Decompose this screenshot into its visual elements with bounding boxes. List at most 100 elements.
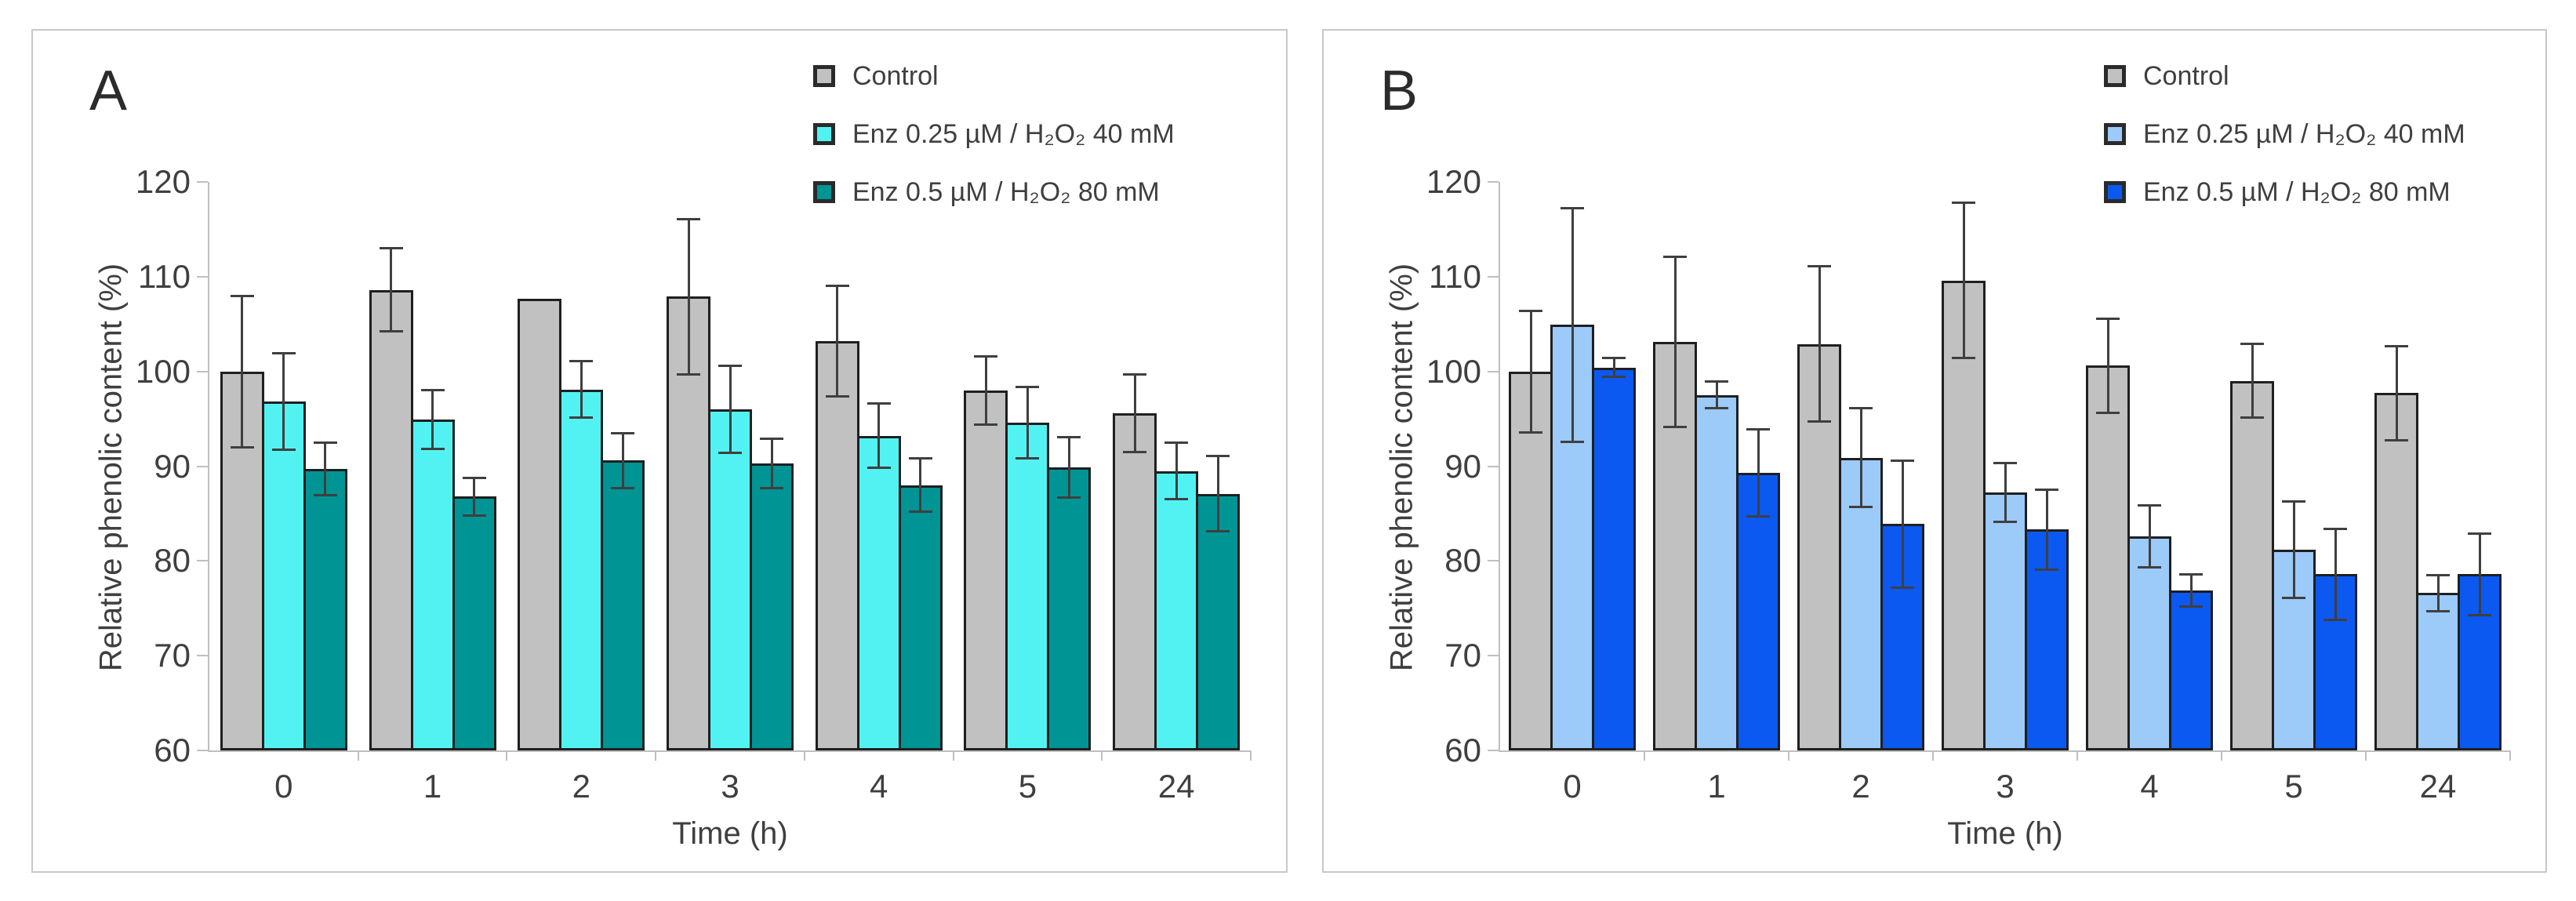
x-tickmark: [1644, 750, 1645, 761]
legend-color-swatch: [2104, 65, 2126, 87]
x-tick-label: 24: [2419, 768, 2457, 805]
error-bar: [2106, 318, 2109, 413]
error-bar-cap: [420, 448, 445, 451]
error-bar-cap: [1705, 380, 1728, 383]
error-bar-cap: [1891, 459, 1914, 462]
x-tickmark: [2365, 750, 2367, 761]
x-tick-label: 2: [572, 768, 590, 805]
y-tickmark: [1488, 370, 1499, 372]
legend-label: Enz 0.5 µM / H₂O₂ 80 mM: [2143, 176, 2451, 207]
panel-b: B Relative phenolic content (%) Control E…: [1322, 29, 2547, 873]
panel-a-plot-area: Time (h) 60 70 80 90 100 110 120 0 1 2 3 4 5 24: [136, 165, 1252, 851]
error-bar-cap: [1206, 530, 1230, 533]
x-tickmark: [2509, 750, 2511, 761]
x-tick-label: 24: [1157, 768, 1195, 805]
error-bar: [473, 478, 476, 516]
error-bar-cap: [2240, 416, 2264, 420]
error-bar-cap: [271, 449, 296, 452]
error-bar-cap: [718, 364, 742, 367]
error-bar: [1133, 374, 1136, 452]
error-bar: [728, 365, 732, 453]
legend-item: Control: [813, 59, 1175, 93]
bar: [601, 460, 645, 750]
x-tick-label: 0: [274, 768, 293, 805]
y-tickmark: [197, 181, 208, 183]
panel-a-letter: A: [89, 60, 128, 122]
x-tickmark: [1101, 750, 1103, 761]
x-axis-line: [208, 750, 1251, 752]
panel-b-letter: B: [1380, 60, 1419, 122]
legend-label: Enz 0.25 µM / H₂O₂ 40 mM: [2143, 118, 2465, 149]
bar: [2127, 536, 2171, 750]
error-bar-cap: [2426, 573, 2450, 576]
bar: [750, 463, 794, 750]
y-tick-label: 80: [1444, 542, 1481, 579]
x-tickmark: [1250, 750, 1252, 761]
error-bar-cap: [677, 217, 700, 220]
y-tick-label: 70: [154, 637, 191, 674]
error-bar-cap: [1519, 309, 1542, 312]
error-bar-cap: [313, 494, 337, 497]
error-bar: [2045, 489, 2048, 570]
error-bar-cap: [2096, 317, 2120, 320]
error-bar-cap: [420, 389, 445, 392]
error-bar-cap: [1602, 357, 1626, 360]
panel-a: A Relative phenolic content (%) Control E…: [31, 29, 1288, 873]
panel-a-legend: Control Enz 0.25 µM / H₂O₂ 40 mM Enz 0.5 µ…: [813, 59, 1175, 233]
error-bar: [1859, 408, 1862, 507]
legend-color-swatch: [2104, 181, 2126, 203]
legend-label: Control: [2143, 60, 2229, 91]
error-bar: [1571, 208, 1574, 442]
y-tickmark: [1488, 750, 1499, 751]
bar: [369, 289, 413, 750]
y-tickmark: [1488, 655, 1499, 657]
error-bar: [1216, 456, 1219, 532]
bar: [518, 298, 562, 750]
error-bar-cap: [611, 431, 635, 434]
bar: [2230, 380, 2274, 750]
error-bar-cap: [313, 441, 337, 444]
error-bar-cap: [2323, 527, 2347, 530]
x-tickmark: [1788, 750, 1789, 761]
error-bar-cap: [1993, 521, 2017, 524]
x-tick-label: 3: [721, 768, 739, 805]
error-bar-cap: [1849, 505, 1873, 508]
bar: [1592, 367, 1636, 750]
error-bar-cap: [1016, 457, 1040, 460]
panel-a-x-axis-title: Time (h): [672, 816, 788, 851]
error-bar-cap: [867, 402, 891, 405]
error-bar-cap: [2426, 609, 2450, 612]
y-tickmark: [1488, 181, 1499, 183]
panel-b-y-axis-title: Relative phenolic content (%): [1384, 263, 1419, 672]
bar: [2169, 590, 2213, 750]
x-tickmark: [655, 750, 657, 761]
legend-label: Control: [852, 60, 939, 91]
error-bar-cap: [1808, 265, 1831, 268]
error-bar: [2148, 505, 2151, 568]
error-bar-cap: [2179, 605, 2203, 608]
legend-color-swatch: [813, 181, 835, 203]
error-bar: [877, 403, 881, 468]
error-bar-cap: [1952, 357, 1975, 360]
error-bar-cap: [462, 476, 486, 479]
y-tick-label: 120: [1426, 163, 1481, 200]
error-bar: [1673, 256, 1677, 427]
y-tickmark: [197, 370, 208, 372]
y-tickmark: [1488, 465, 1499, 467]
bar: [2416, 593, 2460, 750]
error-bar: [1529, 311, 1532, 432]
error-bar: [1612, 358, 1615, 377]
error-bar-cap: [1891, 586, 1914, 589]
bar: [1047, 467, 1092, 750]
bar: [2086, 365, 2130, 750]
error-bar-cap: [760, 486, 783, 489]
error-bar-cap: [2282, 500, 2305, 503]
error-bar-cap: [1560, 207, 1584, 210]
error-bar: [2395, 346, 2398, 441]
error-bar-cap: [974, 423, 998, 426]
bar: [1154, 470, 1199, 750]
x-tick-label: 3: [1996, 768, 2015, 805]
error-bar-cap: [908, 510, 932, 513]
y-axis-line: [1499, 182, 1500, 750]
y-tick-label: 100: [1426, 352, 1481, 390]
